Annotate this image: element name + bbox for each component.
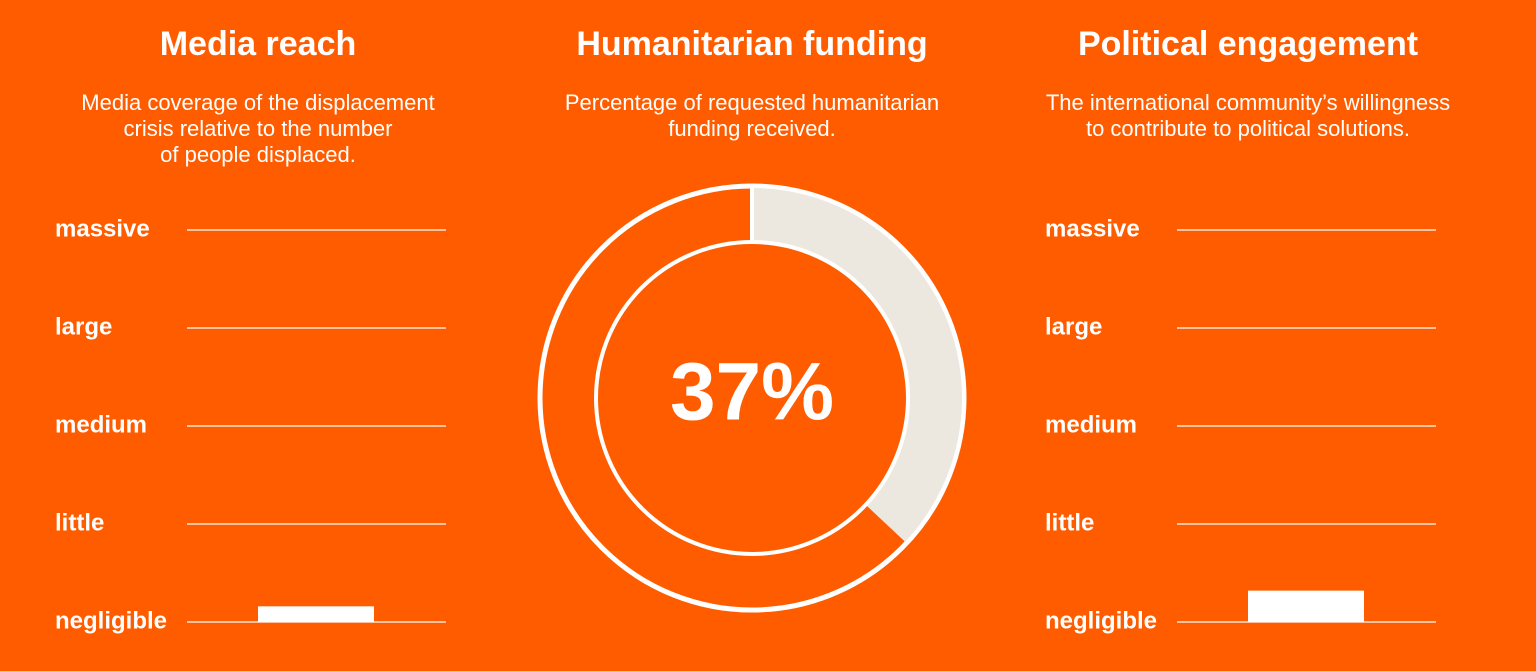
- media-reach-level-label: large: [55, 313, 112, 340]
- media-reach-description: Media coverage of the displacement crisi…: [81, 90, 435, 167]
- political-engagement-level-label: massive: [1045, 215, 1140, 242]
- media-reach-level-label: negligible: [55, 607, 167, 634]
- funding-donut-chart: 37%: [537, 183, 967, 613]
- funding-percentage: 37%: [670, 347, 834, 438]
- humanitarian-funding-description: Percentage of requested humanitarian fun…: [564, 90, 940, 141]
- political-engagement-title: Political engagement: [1077, 25, 1419, 63]
- political-engagement-level-label: negligible: [1045, 607, 1157, 634]
- political-engagement-level-label: medium: [1045, 411, 1137, 438]
- political-engagement-level-label: large: [1045, 313, 1102, 340]
- political-engagement-panel: Political engagement The international c…: [990, 0, 1506, 671]
- humanitarian-funding-panel: Humanitarian funding Percentage of reque…: [500, 0, 1004, 671]
- humanitarian-funding-title: Humanitarian funding: [576, 25, 928, 63]
- donut-funded-slice: [752, 188, 962, 542]
- media-reach-level-label: little: [55, 509, 104, 536]
- media-reach-panel: Media reach Media coverage of the displa…: [0, 0, 516, 671]
- media-reach-value-bar: [258, 606, 374, 622]
- political-engagement-value-bar: [1248, 590, 1364, 622]
- media-reach-level-label: medium: [55, 411, 147, 438]
- media-reach-title: Media reach: [159, 25, 357, 63]
- political-engagement-level-label: little: [1045, 509, 1094, 536]
- media-reach-chart: massive large medium little negligible: [55, 215, 446, 634]
- media-reach-level-label: massive: [55, 215, 150, 242]
- political-engagement-chart: massive large medium little negligible: [1045, 215, 1436, 634]
- political-engagement-description: The international community’s willingnes…: [1045, 90, 1451, 141]
